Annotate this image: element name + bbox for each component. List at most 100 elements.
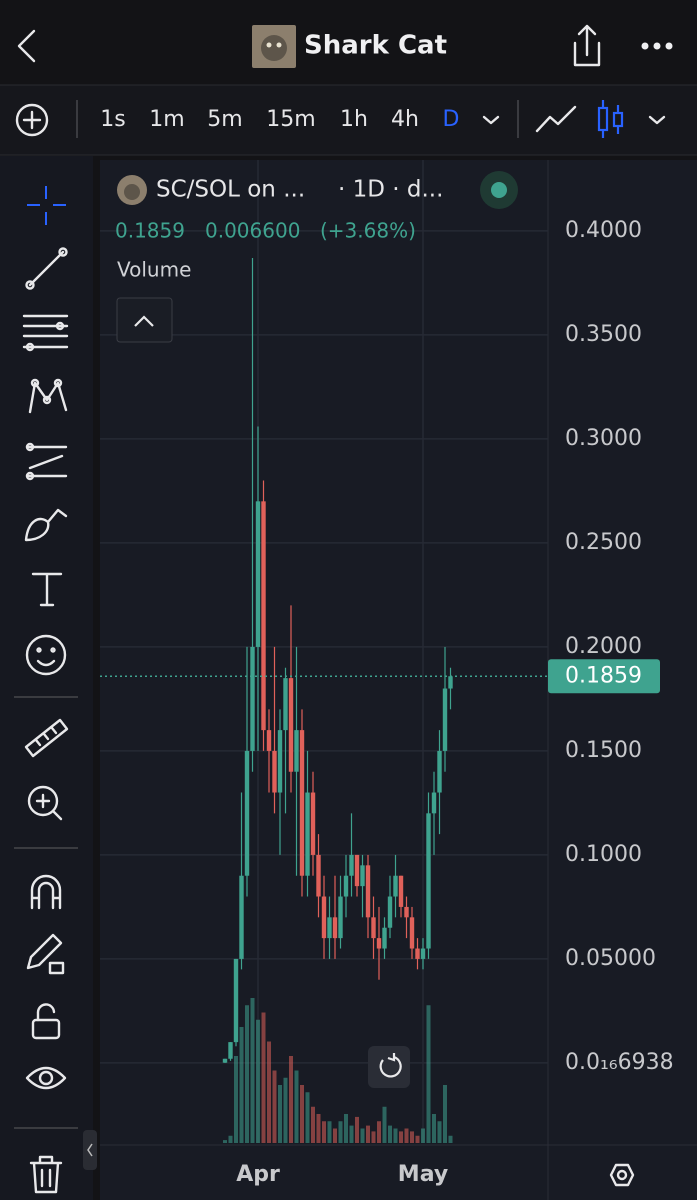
- candle-body: [239, 875, 244, 959]
- volume-bar: [234, 1056, 238, 1143]
- collapse-toolbar[interactable]: [83, 1130, 97, 1170]
- candle-body: [371, 917, 376, 939]
- candle-body: [415, 948, 420, 959]
- candle-body: [283, 678, 288, 731]
- volume-bar: [327, 1121, 332, 1143]
- candle-body: [393, 875, 398, 897]
- measure-tool[interactable]: [24, 718, 69, 758]
- interval-button[interactable]: D: [443, 107, 460, 132]
- volume-bar: [366, 1125, 370, 1143]
- volume-bar: [421, 1128, 425, 1143]
- volume-bar: [239, 1027, 244, 1143]
- volume-bar: [289, 1056, 293, 1143]
- volume-bar: [272, 1070, 277, 1143]
- candle-body: [277, 730, 283, 793]
- line-chart-button[interactable]: [535, 105, 577, 133]
- volume-bar: [278, 1085, 282, 1143]
- interval-button[interactable]: 1h: [340, 107, 368, 132]
- fib-tool[interactable]: [22, 314, 69, 352]
- reset-chart-button[interactable]: [368, 1046, 410, 1088]
- legend-change-pct: (+3.68%): [320, 219, 416, 243]
- legend-last: 0.1859: [115, 219, 185, 243]
- candle-body: [448, 676, 453, 689]
- candle-body: [305, 792, 310, 876]
- y-tick-label: 0.4000: [565, 218, 642, 243]
- candle-body: [365, 865, 371, 918]
- add-indicator-button[interactable]: [15, 103, 49, 137]
- volume-bar: [415, 1135, 420, 1143]
- legend-change: 0.006600: [205, 219, 300, 243]
- volume-bar: [256, 1019, 260, 1143]
- interval-button[interactable]: 1s: [100, 107, 125, 132]
- visibility-tool[interactable]: [25, 1066, 67, 1090]
- candle-body: [376, 938, 382, 949]
- chart-settings-button[interactable]: [609, 1163, 635, 1187]
- y-tick-label: 0.3500: [565, 322, 642, 347]
- delete-tool[interactable]: [29, 1155, 63, 1194]
- volume-bar: [426, 1005, 431, 1143]
- volume-bar: [300, 1085, 304, 1143]
- symbol-icon: [117, 175, 147, 205]
- last-price-label: 0.1859: [565, 663, 642, 688]
- candle-body: [382, 927, 387, 949]
- avatar: [252, 25, 296, 68]
- interval-button[interactable]: 5m: [207, 107, 242, 132]
- volume-bar: [404, 1128, 409, 1143]
- more-button[interactable]: [641, 42, 673, 50]
- candle-body: [299, 730, 305, 876]
- volume-bar: [382, 1106, 387, 1143]
- emoji-tool[interactable]: [25, 634, 67, 676]
- pattern-tool[interactable]: [28, 378, 68, 414]
- volume-bar: [261, 1012, 266, 1143]
- volume-bar: [311, 1106, 315, 1143]
- y-tick-label: 0.2000: [565, 634, 642, 659]
- prediction-tool[interactable]: [25, 442, 68, 481]
- volume-bar: [437, 1121, 442, 1143]
- toolbar-bg: [0, 85, 697, 155]
- interval-dropdown[interactable]: [482, 115, 500, 125]
- zoom-tool[interactable]: [27, 785, 63, 821]
- trend-line-tool[interactable]: [25, 247, 68, 290]
- candle-body: [404, 906, 409, 918]
- volume-bar: [294, 1070, 299, 1143]
- interval-button[interactable]: 4h: [391, 107, 419, 132]
- candle-body: [272, 750, 277, 793]
- x-tick-label: Apr: [236, 1162, 280, 1187]
- candle-body: [261, 501, 266, 731]
- share-button[interactable]: [573, 24, 601, 67]
- collapse-legend-button[interactable]: [116, 297, 173, 343]
- volume-bar: [223, 1140, 227, 1143]
- y-tick-label: 0.05000: [565, 946, 656, 971]
- volume-bar: [344, 1114, 348, 1143]
- volume-bar: [443, 1085, 447, 1143]
- volume-bar: [371, 1131, 376, 1143]
- brush-tool[interactable]: [24, 508, 68, 542]
- y-tick-label: 0.1000: [565, 842, 642, 867]
- lock-drawings-tool[interactable]: [26, 933, 65, 975]
- volume-bar: [388, 1125, 392, 1143]
- drawing-toolbar-bg: [0, 156, 93, 1200]
- candle-body: [343, 875, 349, 897]
- volume-bar: [250, 998, 255, 1143]
- candle-body: [244, 750, 250, 876]
- chart-type-dropdown[interactable]: [648, 115, 666, 125]
- volume-bar: [228, 1135, 233, 1143]
- candle-body: [316, 854, 321, 897]
- volume-bar: [338, 1121, 343, 1143]
- volume-bar: [360, 1128, 365, 1143]
- candle-body: [288, 678, 294, 772]
- lock-tool[interactable]: [31, 1003, 61, 1040]
- candle-body: [437, 750, 442, 793]
- magnet-tool[interactable]: [30, 874, 62, 910]
- crosshair-tool[interactable]: [27, 186, 66, 225]
- interval-button[interactable]: 15m: [266, 107, 315, 132]
- candle-chart-button[interactable]: [597, 100, 624, 138]
- back-button[interactable]: [17, 29, 36, 63]
- text-tool[interactable]: [31, 572, 63, 607]
- volume-bar: [245, 1005, 249, 1143]
- interval-button[interactable]: 1m: [149, 107, 184, 132]
- volume-bar: [283, 1077, 288, 1143]
- candle-body: [321, 896, 327, 939]
- candle-body: [228, 1042, 233, 1059]
- candle-body: [338, 896, 343, 939]
